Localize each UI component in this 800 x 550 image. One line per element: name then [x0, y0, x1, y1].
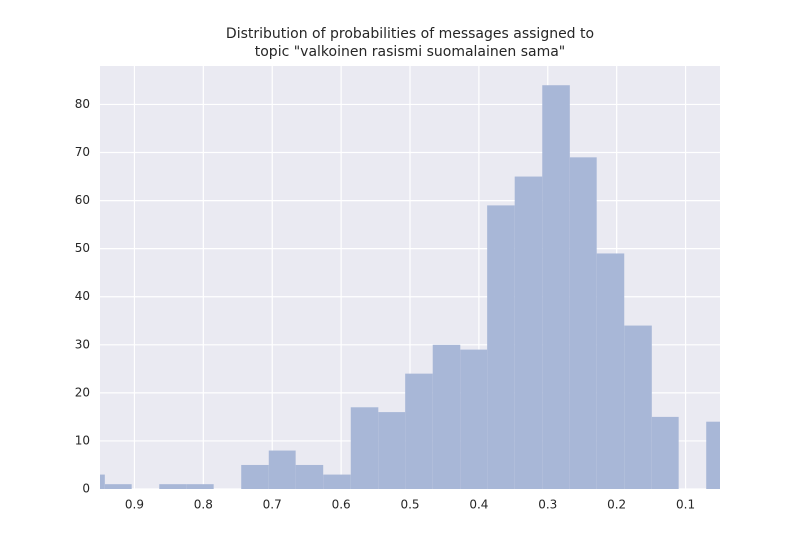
x-tick-label: 0.9 [125, 498, 144, 512]
x-tick-label: 0.8 [194, 498, 213, 512]
bar [295, 464, 324, 489]
x-tick-label: 0.1 [676, 498, 695, 512]
x-tick-label: 0.6 [332, 498, 351, 512]
y-tick-label: 70 [75, 145, 90, 159]
bar [596, 253, 625, 489]
y-tick-label: 20 [75, 385, 90, 399]
bar [323, 474, 351, 489]
chart-title: Distribution of probabilities of message… [226, 26, 594, 42]
bar [268, 450, 296, 489]
x-tick-label: 0.5 [400, 498, 419, 512]
bar [514, 176, 543, 489]
x-tick-label: 0.2 [607, 498, 626, 512]
bar [405, 373, 433, 489]
bar [104, 484, 132, 489]
y-tick-label: 50 [75, 241, 90, 255]
bar [542, 85, 570, 489]
y-tick-label: 60 [75, 193, 90, 207]
bar [350, 407, 379, 489]
x-tick-label: 0.3 [538, 498, 557, 512]
bar [378, 412, 406, 489]
bar [706, 421, 720, 489]
bar [569, 157, 597, 489]
chart-title: topic "valkoinen rasismi suomalainen sam… [255, 44, 565, 60]
x-tick-label: 0.4 [469, 498, 488, 512]
bar [100, 474, 105, 489]
y-tick-label: 80 [75, 97, 90, 111]
bar [241, 464, 269, 489]
bar [460, 349, 488, 489]
y-tick-label: 40 [75, 289, 90, 303]
y-tick-label: 10 [75, 433, 90, 447]
y-tick-label: 30 [75, 337, 90, 351]
bar [432, 344, 461, 489]
bar [487, 205, 515, 489]
x-tick-label: 0.7 [263, 498, 282, 512]
bar [651, 416, 679, 489]
bar [624, 325, 652, 489]
y-tick-label: 0 [82, 482, 90, 496]
bar [186, 484, 214, 489]
bar [159, 484, 187, 489]
